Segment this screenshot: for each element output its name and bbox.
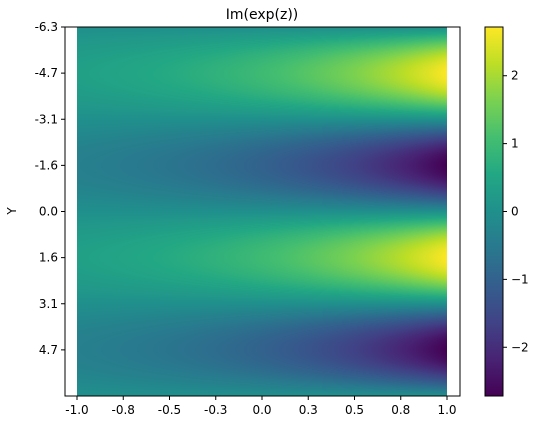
colorbar-tick-label: 1 [511, 137, 519, 151]
x-tick-label: 0.5 [345, 403, 364, 417]
y-tick-label: 1.6 [39, 251, 58, 265]
colorbar-tick-label: −1 [511, 272, 529, 286]
colorbar-axis: 2 1 0 −1 −2 [503, 69, 529, 354]
x-tick-label: 0.3 [299, 403, 318, 417]
x-tick-label: -0.5 [158, 403, 181, 417]
y-axis-label: Y [5, 207, 19, 216]
y-tick-label: 0.0 [39, 205, 58, 219]
colorbar [484, 26, 504, 397]
y-tick-label: -6.3 [35, 20, 58, 34]
colorbar-tick-label: 2 [511, 69, 519, 83]
y-tick-label: -1.6 [35, 158, 58, 172]
colorbar-tick-label: 0 [511, 205, 519, 219]
x-tick-label: -0.8 [112, 403, 135, 417]
y-tick-label: 3.1 [39, 297, 58, 311]
heatmap-area [77, 27, 447, 396]
x-tick-label: 0.8 [391, 403, 410, 417]
y-tick-label: -3.1 [35, 112, 58, 126]
y-tick-label: 4.7 [39, 343, 58, 357]
chart-title: Im(exp(z)) [226, 7, 299, 23]
y-tick-label: -4.7 [35, 66, 58, 80]
x-tick-label: -0.3 [204, 403, 227, 417]
x-tick-label: 1.0 [437, 403, 456, 417]
y-axis: -6.3 -4.7 -3.1 -1.6 0.0 1.6 3.1 4.7 [35, 20, 65, 357]
x-tick-label: -1.0 [65, 403, 88, 417]
heatmap-image [77, 27, 447, 396]
x-tick-label: 0.0 [252, 403, 271, 417]
colorbar-tick-label: −2 [511, 340, 529, 354]
x-axis: -1.0 -0.8 -0.5 -0.3 0.0 0.3 0.5 0.8 1.0 [65, 396, 457, 417]
